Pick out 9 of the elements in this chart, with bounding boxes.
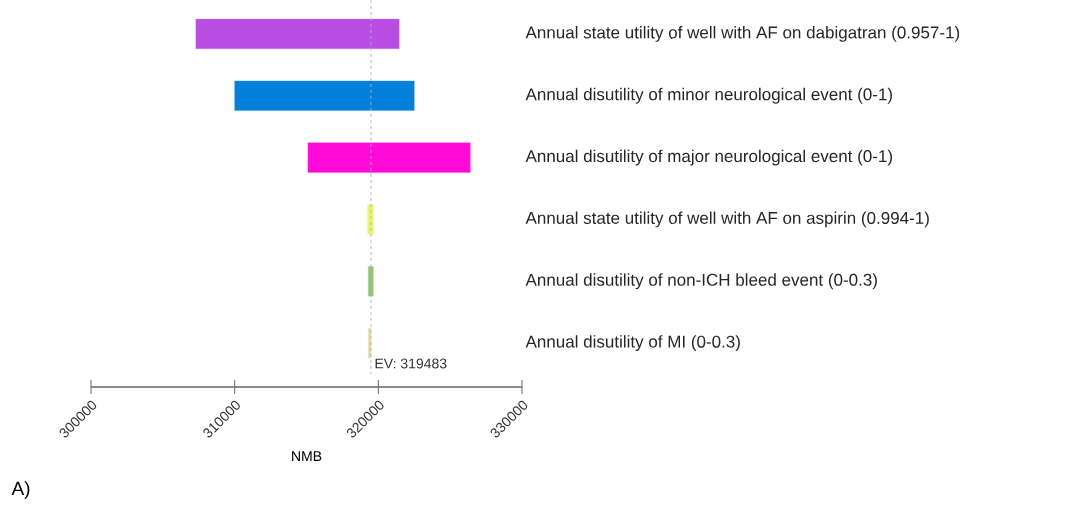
y-tick-label: Annual state utility of well with AF on dabigatran (0.957-1) (525, 26, 960, 42)
text: A) (11, 481, 30, 499)
ref-line-label: EV: 319483 (375, 358, 447, 369)
y-tick-label: Annual disutility of major neurological event (0-1) (525, 149, 892, 166)
y-tick-label: Annual state utility of well with AF on aspirin (0.994-1) (525, 211, 929, 228)
y-tick-label: Annual disutility of minor neurological event (0-1) (525, 87, 892, 104)
x-axis-title: NMB (292, 451, 322, 461)
y-tick-label: Annual disutility of non-ICH bleed event (0-0.3) (525, 273, 877, 290)
y-tick-label: Annual disutility of MI (0-0.3) (525, 335, 740, 352)
